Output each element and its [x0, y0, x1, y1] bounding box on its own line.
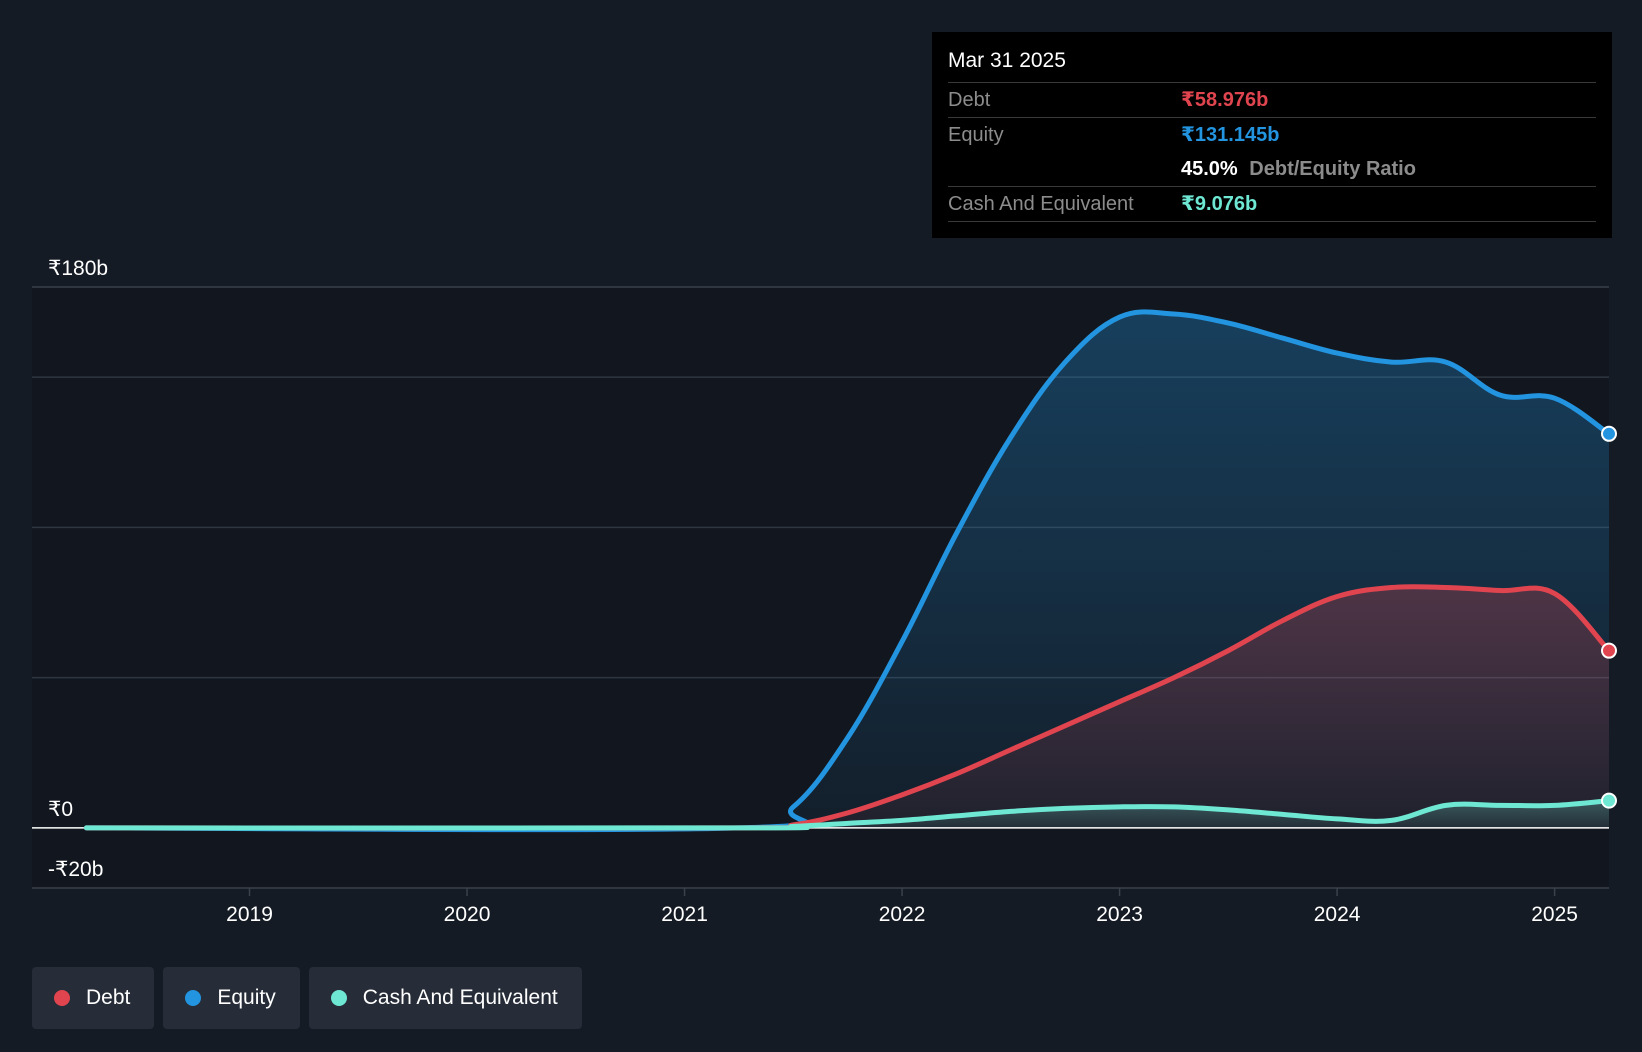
chart-tooltip: Mar 31 2025 Debt ₹58.976b Equity ₹131.14… — [932, 32, 1612, 238]
tooltip-ratio-label: Debt/Equity Ratio — [1249, 158, 1416, 180]
tooltip-row-debt: Debt ₹58.976b — [948, 83, 1596, 118]
tooltip-row-cash: Cash And Equivalent ₹9.076b — [948, 187, 1596, 222]
y-tick-label-0: ₹180b — [48, 257, 108, 280]
line-cash-and-equivalent — [83, 798, 1612, 831]
x-tick-label-4: 2023 — [1096, 903, 1143, 926]
tooltip-row-ratio: 45.0% Debt/Equity Ratio — [948, 152, 1596, 187]
legend-dot-debt-icon — [54, 990, 70, 1006]
legend-item-cash[interactable]: Cash And Equivalent — [308, 967, 582, 1029]
tooltip-debt-value: ₹58.976b — [1181, 89, 1269, 111]
x-tick-label-1: 2020 — [444, 903, 491, 926]
legend-label-debt: Debt — [86, 986, 131, 1009]
end-point-cash-and-equivalent — [1601, 792, 1617, 809]
legend-label-equity: Equity — [217, 986, 276, 1009]
x-tick-label-5: 2024 — [1314, 903, 1361, 926]
legend-label-cash: Cash And Equivalent — [362, 986, 558, 1009]
legend-dot-cash-icon — [330, 990, 347, 1006]
y-tick-label-1: ₹0 — [48, 798, 73, 821]
x-tick-label-2: 2021 — [661, 903, 708, 926]
tooltip-equity-label: Equity — [948, 124, 1004, 146]
tooltip-ratio-value: 45.0% — [1181, 158, 1238, 180]
end-point-equity — [1601, 425, 1617, 442]
tooltip-date: Mar 31 2025 — [948, 46, 1596, 83]
x-tick-label-0: 2019 — [226, 903, 273, 926]
x-tick-label-6: 2025 — [1531, 903, 1578, 926]
chart-legend: Debt Equity Cash And Equivalent — [32, 967, 582, 1029]
y-tick-label-2: -₹20b — [48, 858, 103, 881]
tooltip-row-equity: Equity ₹131.145b — [948, 118, 1596, 152]
legend-item-equity[interactable]: Equity — [163, 967, 300, 1029]
end-point-debt — [1601, 642, 1617, 659]
tooltip-cash-value: ₹9.076b — [1181, 193, 1258, 215]
legend-item-debt[interactable]: Debt — [32, 967, 155, 1029]
tooltip-cash-label: Cash And Equivalent — [948, 193, 1134, 215]
tooltip-debt-label: Debt — [948, 89, 991, 111]
x-tick-label-3: 2022 — [879, 903, 926, 926]
area-debt — [86, 586, 1610, 829]
legend-dot-equity-icon — [185, 990, 202, 1006]
tooltip-equity-value: ₹131.145b — [1181, 124, 1280, 146]
area-cash-and-equivalent — [86, 800, 1610, 829]
